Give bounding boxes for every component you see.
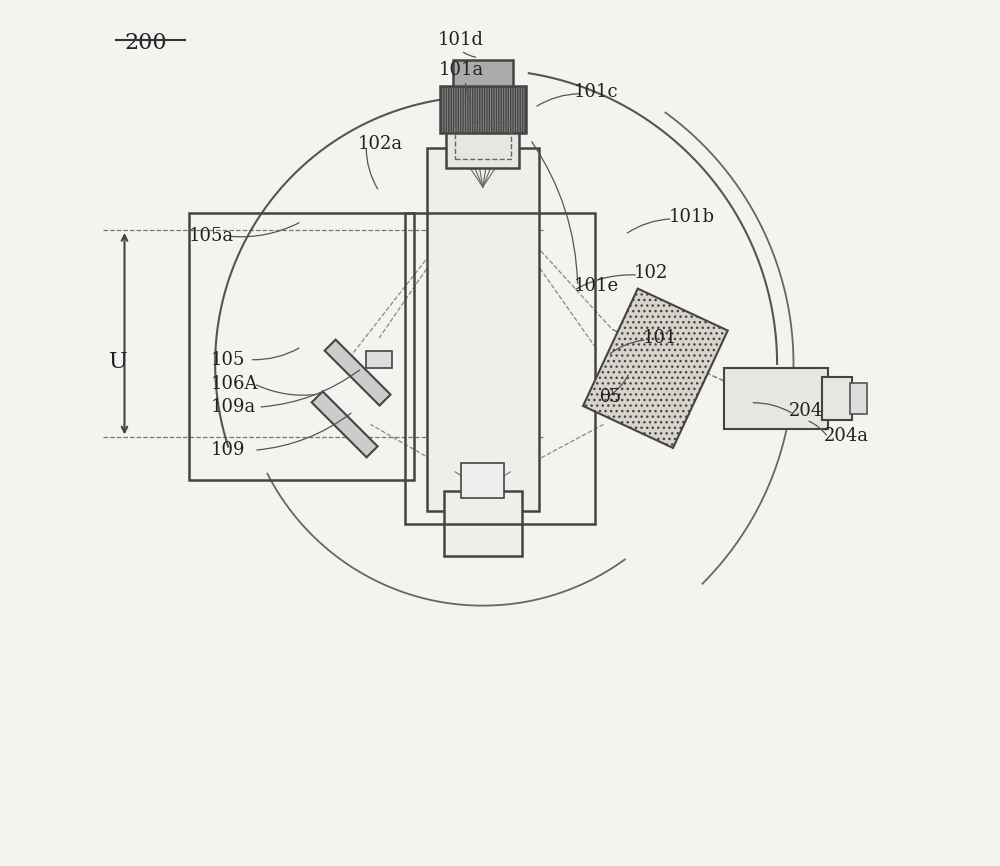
Bar: [461, 463, 504, 498]
Bar: [850, 384, 867, 414]
Text: 101d: 101d: [438, 31, 484, 48]
Text: 109a: 109a: [211, 398, 256, 416]
Bar: [822, 377, 852, 420]
Bar: [444, 491, 522, 556]
Text: 101: 101: [642, 329, 677, 347]
Bar: [189, 213, 414, 481]
Text: 200: 200: [124, 31, 167, 54]
Text: 102a: 102a: [358, 135, 403, 152]
Bar: [446, 116, 519, 168]
Text: 105a: 105a: [189, 227, 234, 245]
Bar: [325, 339, 391, 405]
Text: 101a: 101a: [439, 61, 484, 79]
Text: 109: 109: [211, 442, 245, 459]
Bar: [453, 60, 513, 86]
Bar: [583, 288, 728, 448]
Text: U: U: [109, 352, 128, 373]
Bar: [312, 391, 378, 457]
Text: 101b: 101b: [668, 208, 714, 226]
Text: 101c: 101c: [573, 83, 618, 101]
Text: 106A: 106A: [211, 375, 258, 393]
Bar: [455, 125, 511, 159]
Bar: [440, 86, 526, 133]
Text: 105: 105: [211, 351, 245, 369]
Bar: [606, 303, 705, 433]
Bar: [405, 213, 595, 524]
Text: 204: 204: [789, 403, 823, 420]
Bar: [427, 148, 539, 511]
Text: 204a: 204a: [824, 427, 869, 444]
Text: 101e: 101e: [573, 277, 618, 295]
Bar: [366, 351, 392, 368]
Text: 102: 102: [634, 264, 668, 282]
Text: θ5: θ5: [599, 388, 621, 406]
Bar: [724, 368, 828, 429]
